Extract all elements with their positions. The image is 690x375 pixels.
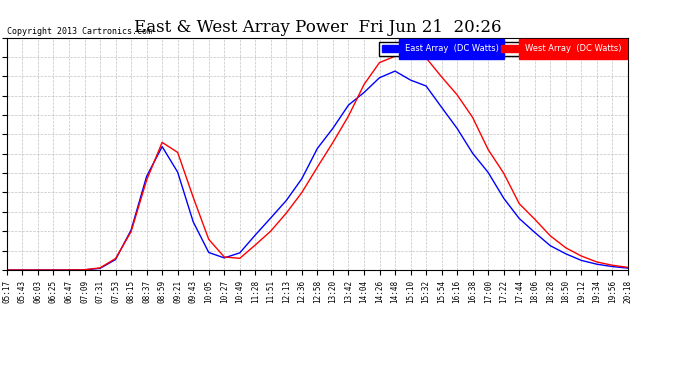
Legend: East Array  (DC Watts), West Array  (DC Watts): East Array (DC Watts), West Array (DC Wa… <box>380 42 624 56</box>
Text: Copyright 2013 Cartronics.com: Copyright 2013 Cartronics.com <box>7 27 152 36</box>
Title: East & West Array Power  Fri Jun 21  20:26: East & West Array Power Fri Jun 21 20:26 <box>134 19 501 36</box>
